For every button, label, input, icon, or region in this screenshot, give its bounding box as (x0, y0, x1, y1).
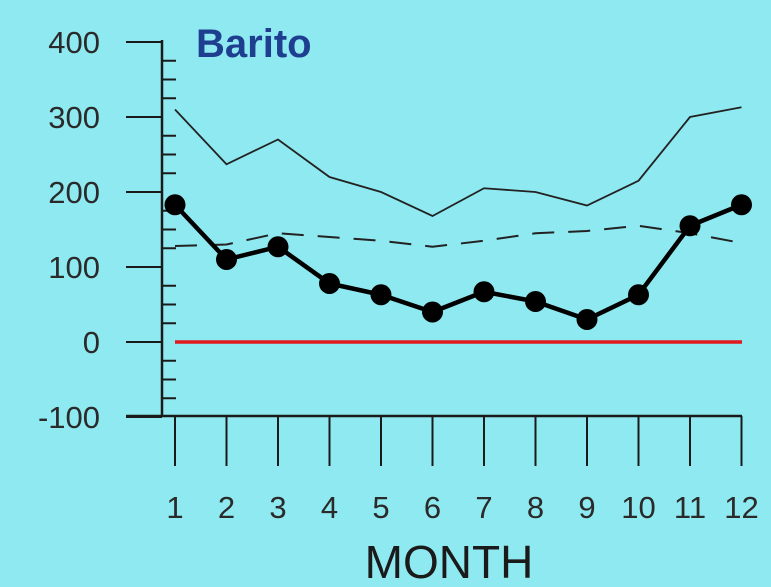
x-tick-label: 9 (578, 490, 595, 525)
series-line-1 (175, 107, 742, 216)
data-point (628, 284, 649, 305)
data-point (731, 194, 752, 215)
x-tick-label: 5 (372, 490, 389, 525)
y-tick-label: 200 (48, 175, 100, 210)
x-tick-label: 3 (269, 490, 286, 525)
data-point (474, 281, 495, 302)
data-point (525, 291, 546, 312)
y-tick-label: -100 (38, 400, 100, 435)
series-line-3 (175, 205, 742, 320)
data-point (268, 236, 289, 257)
x-axis-ticks: 1 2 3 4 5 6 7 8 9 10 11 12 (166, 416, 758, 525)
data-point (319, 273, 340, 294)
y-tick-label: 300 (48, 100, 100, 135)
x-tick-label: 7 (475, 490, 492, 525)
data-point (371, 284, 392, 305)
data-point (422, 302, 443, 323)
chart-title: Barito (196, 22, 312, 66)
data-point (577, 309, 598, 330)
data-point (216, 249, 237, 270)
series-line-2 (175, 226, 742, 247)
x-tick-label: 8 (527, 490, 544, 525)
y-tick-label: 400 (48, 25, 100, 60)
data-point (165, 194, 186, 215)
x-tick-label: 12 (724, 490, 758, 525)
x-tick-label: 2 (218, 490, 235, 525)
x-tick-label: 6 (424, 490, 441, 525)
x-axis-label: MONTH (365, 536, 534, 587)
data-point (680, 215, 701, 236)
x-tick-label: 4 (321, 490, 338, 525)
y-tick-label: 0 (83, 325, 100, 360)
x-tick-label: 10 (621, 490, 655, 525)
y-axis-ticks: 400 300 200 100 0 -100 (38, 25, 176, 435)
y-tick-label: 100 (48, 250, 100, 285)
x-tick-label: 11 (674, 490, 706, 525)
series-group (165, 107, 753, 342)
x-tick-label: 1 (166, 490, 183, 525)
